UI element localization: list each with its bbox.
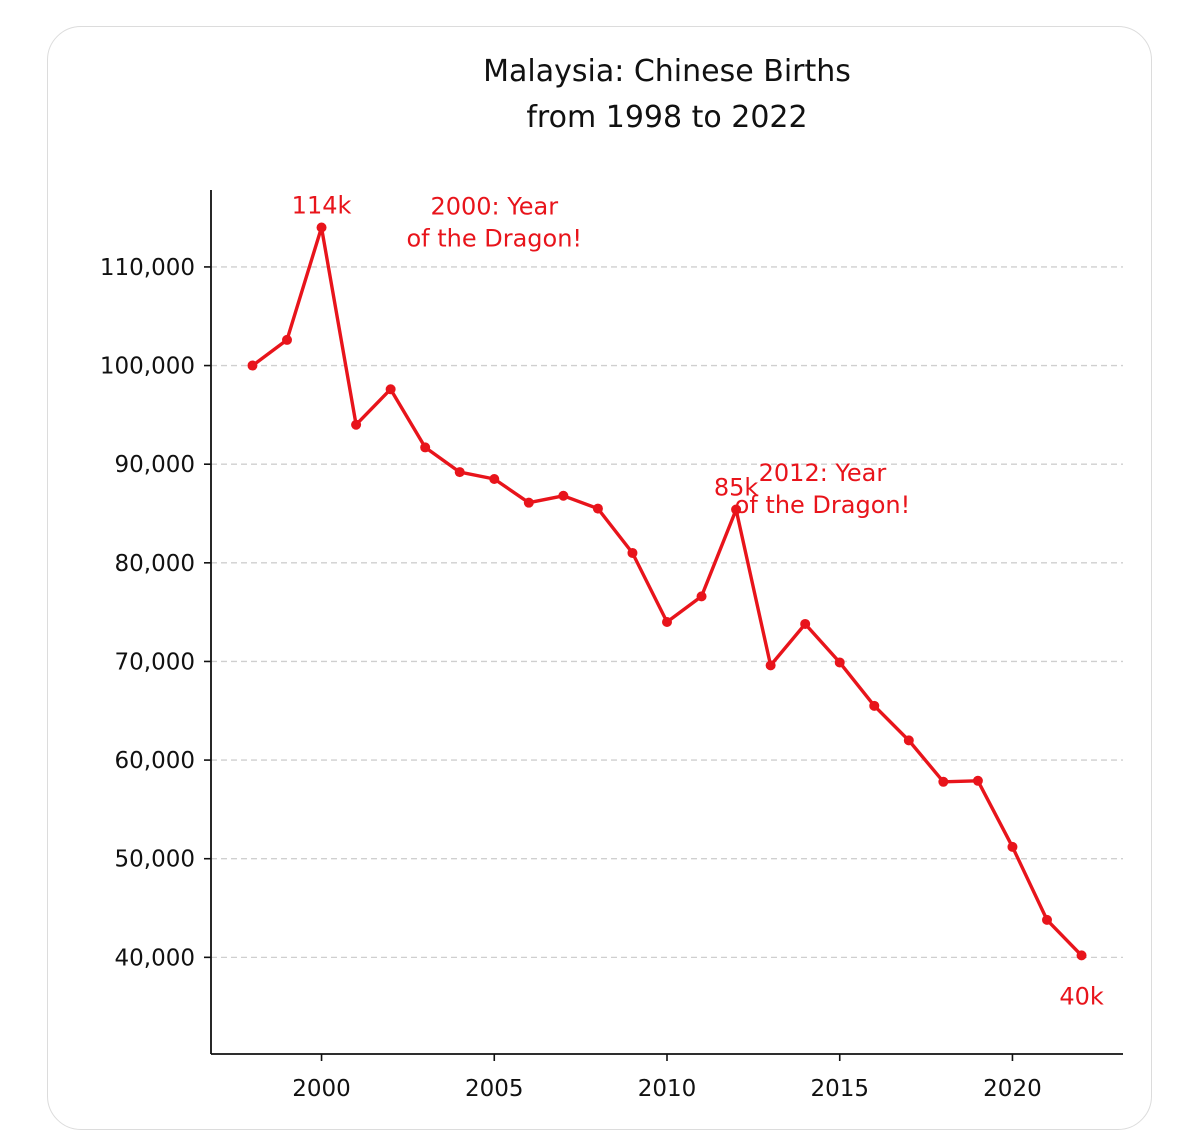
data-point-2018	[938, 776, 949, 787]
axes	[204, 190, 1123, 1061]
annotation-1: 114k	[292, 191, 352, 219]
y-tick-label: 50,000	[115, 847, 195, 873]
data-point-2010	[662, 617, 672, 627]
data-point-1999	[282, 334, 292, 345]
data-point-2021	[1042, 914, 1052, 925]
data-point-2007	[558, 490, 569, 501]
series-chinese-births	[247, 222, 1087, 961]
data-point-2005	[489, 473, 500, 484]
y-tick-label: 100,000	[100, 354, 195, 380]
data-point-2012	[731, 504, 742, 515]
y-gridlines	[211, 266, 1123, 958]
annotation-5: 40k	[1059, 982, 1104, 1010]
data-point-2020	[1007, 841, 1018, 852]
chart-title-line-1: Malaysia: Chinese Births	[483, 54, 851, 89]
x-tick-label: 2000	[292, 1076, 351, 1102]
data-point-2004	[454, 467, 465, 478]
data-point-2017	[903, 735, 914, 746]
data-point-2006	[523, 497, 534, 508]
data-point-1998	[247, 360, 258, 371]
data-point-2008	[592, 503, 603, 514]
x-tick-label: 2005	[465, 1076, 524, 1102]
y-tick-label: 70,000	[115, 649, 195, 675]
x-tick-label: 2010	[638, 1076, 697, 1102]
data-point-2014	[800, 618, 811, 629]
data-point-2016	[869, 700, 880, 711]
annotation-3: 85k	[714, 474, 759, 502]
annotation-line: 114k	[292, 191, 352, 219]
data-point-2002	[385, 384, 396, 395]
y-tick-label: 80,000	[115, 551, 195, 577]
annotation-2: 2000: Year of the Dragon!	[406, 193, 582, 253]
tick-labels: 40,000 50,000 60,000 70,000 80,000 90,000 100,…	[100, 255, 1042, 1102]
chart-card	[47, 26, 1152, 1130]
data-point-2003	[420, 442, 431, 453]
data-point-2001	[351, 419, 362, 430]
series-line	[250, 225, 1084, 958]
y-tick-label: 60,000	[115, 748, 195, 774]
data-point-2019	[972, 775, 983, 786]
annotation-line: 40k	[1059, 982, 1104, 1010]
y-tick-label: 40,000	[115, 945, 195, 971]
y-tick-label: 90,000	[115, 452, 195, 478]
chart-title-line-2: from 1998 to 2022	[526, 100, 807, 135]
annotation-line: 85k	[714, 474, 759, 502]
y-tick-label: 110,000	[100, 255, 195, 281]
data-point-2009	[627, 547, 638, 558]
annotation-line: of the Dragon!	[735, 491, 911, 519]
x-tick-label: 2020	[983, 1076, 1042, 1102]
data-point-2000	[316, 222, 327, 233]
annotation-4: 2012: Year of the Dragon!	[735, 459, 911, 519]
data-point-2015	[834, 657, 845, 668]
data-point-2022	[1076, 950, 1087, 961]
annotation-line: 2000: Year	[430, 193, 558, 221]
data-point-2011	[696, 591, 707, 602]
data-point-2013	[765, 660, 776, 671]
x-tick-label: 2015	[810, 1076, 869, 1102]
annotation-line: 2012: Year	[759, 459, 887, 487]
annotation-line: of the Dragon!	[406, 225, 582, 253]
